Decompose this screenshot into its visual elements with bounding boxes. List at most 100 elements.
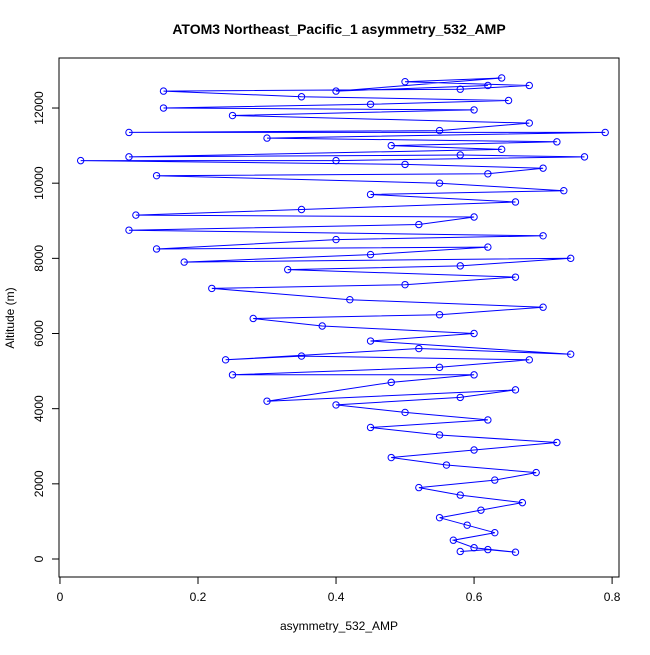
- data-point: [497, 74, 506, 82]
- data-point: [366, 190, 375, 199]
- data-point: [297, 93, 306, 101]
- data-point: [332, 156, 340, 165]
- data-point: [346, 295, 354, 304]
- data-point: [491, 476, 499, 484]
- y-tick-label: 8000: [32, 245, 46, 272]
- data-point: [484, 170, 492, 178]
- data-point: [435, 513, 444, 522]
- data-point: [525, 356, 533, 364]
- data-point: [456, 547, 464, 556]
- x-tick-label: 0.4: [328, 590, 345, 604]
- data-point: [297, 205, 306, 214]
- data-point: [511, 273, 520, 281]
- data-point: [504, 96, 513, 105]
- data-point: [415, 483, 423, 492]
- plot-box: [58, 57, 620, 578]
- data-point: [566, 254, 575, 263]
- data-point: [435, 431, 444, 439]
- data-point: [525, 119, 533, 127]
- data-point: [180, 258, 188, 266]
- data-point: [539, 303, 547, 311]
- x-tick-label: 0.2: [190, 590, 207, 604]
- data-point: [511, 548, 520, 556]
- y-tick-label: 2000: [32, 470, 46, 497]
- data-point: [484, 243, 492, 251]
- data-point: [221, 356, 230, 364]
- data-point: [456, 151, 464, 159]
- data-point: [456, 262, 464, 270]
- y-tick-label: 10000: [32, 166, 46, 200]
- data-point: [401, 160, 409, 169]
- data-point: [387, 378, 395, 387]
- data-point: [435, 363, 444, 372]
- x-tick-label: 0: [57, 590, 64, 604]
- data-point: [366, 100, 375, 108]
- data-point: [491, 528, 499, 537]
- data-point: [477, 506, 485, 514]
- data-point: [525, 81, 533, 90]
- x-axis-label: asymmetry_532_AMP: [280, 619, 398, 633]
- data-point: [456, 393, 464, 402]
- data-point: [484, 545, 492, 554]
- data-point: [159, 87, 168, 95]
- data-point: [456, 491, 464, 499]
- data-point: [263, 397, 271, 405]
- data-point: [566, 350, 575, 358]
- data-point: [387, 141, 395, 150]
- data-point: [532, 468, 540, 477]
- data-point: [297, 352, 306, 360]
- data-point: [249, 314, 257, 323]
- data-point: [449, 536, 458, 544]
- data-point: [435, 311, 444, 319]
- data-point: [470, 106, 478, 114]
- data-point: [463, 521, 471, 529]
- y-tick-label: 12000: [32, 91, 46, 125]
- x-tick-label: 0.8: [604, 590, 621, 604]
- data-point: [442, 461, 451, 469]
- data-point: [228, 111, 237, 120]
- data-point: [470, 371, 478, 379]
- data-point: [401, 280, 409, 289]
- data-point: [401, 408, 409, 417]
- data-line: [80, 77, 606, 553]
- data-point: [284, 265, 292, 274]
- data-point: [415, 344, 423, 353]
- data-point: [415, 220, 423, 229]
- data-point: [580, 153, 589, 161]
- data-point: [125, 226, 133, 234]
- y-tick-label: 6000: [32, 320, 46, 347]
- data-point: [497, 145, 506, 154]
- y-tick-label: 4000: [32, 395, 46, 422]
- data-point: [228, 371, 237, 379]
- chart-title: ATOM3 Northeast_Pacific_1 asymmetry_532_…: [172, 21, 505, 37]
- data-point: [76, 156, 85, 165]
- data-point: [366, 337, 375, 345]
- data-point: [332, 401, 340, 409]
- data-point: [125, 128, 133, 137]
- data-point: [456, 85, 464, 93]
- data-point: [366, 423, 375, 432]
- y-axis-label: Altitude (m): [3, 287, 17, 348]
- data-point: [518, 498, 527, 507]
- data-point: [332, 235, 340, 244]
- data-point: [132, 211, 140, 219]
- data-point: [539, 164, 547, 172]
- y-tick-label: 0: [32, 555, 46, 562]
- data-point: [511, 386, 520, 394]
- data-point: [470, 446, 478, 454]
- data-point: [152, 171, 161, 180]
- data-point: [601, 128, 609, 137]
- data-point: [152, 245, 161, 253]
- data-point: [159, 104, 168, 112]
- data-point: [387, 453, 395, 462]
- data-point: [366, 250, 375, 259]
- data-point: [435, 126, 444, 135]
- data-point: [208, 284, 216, 293]
- data-point: [511, 198, 520, 206]
- x-tick-label: 0.6: [466, 590, 483, 604]
- data-point: [125, 153, 133, 161]
- data-point: [470, 544, 478, 552]
- data-point: [435, 179, 444, 187]
- data-point: [263, 134, 271, 142]
